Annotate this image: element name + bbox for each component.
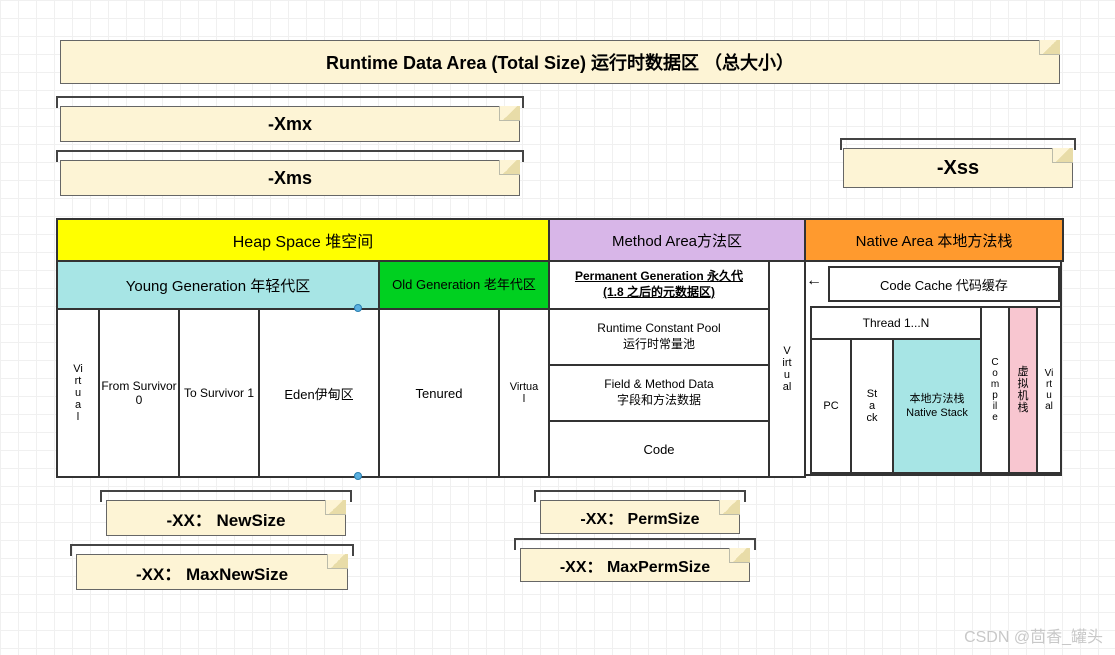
newsize-label: -XX： NewSize [166, 506, 285, 531]
to-survivor-text: To Survivor 1 [184, 386, 254, 400]
dot-icon [354, 304, 362, 312]
watermark: CSDN @茴香_罐头 [964, 623, 1103, 647]
method-header: Method Area方法区 [548, 218, 806, 262]
vm-stack: 虚拟机栈 [1008, 306, 1038, 474]
old-header: Old Generation 老年代区 [378, 260, 550, 310]
xss-note: -Xss [843, 148, 1073, 188]
newsize-note: -XX： NewSize [106, 500, 346, 536]
title-text: Runtime Data Area (Total Size) 运行时数据区 （总… [326, 49, 794, 75]
perm-header: Permanent Generation 永久代 (1.8 之后的元数据区) [548, 260, 770, 310]
code-cache: Code Cache 代码缓存 [828, 266, 1060, 302]
permsize-note: -XX： PermSize [540, 500, 740, 534]
pc-text: PC [823, 400, 838, 412]
eden-text: Eden伊甸区 [284, 384, 353, 403]
native-header-text: Native Area 本地方法栈 [856, 230, 1013, 251]
heap-header: Heap Space 堆空间 [56, 218, 550, 262]
code-text: Code [643, 442, 674, 457]
maxpermsize-label: -XX： MaxPermSize [560, 553, 710, 577]
native-header: Native Area 本地方法栈 [804, 218, 1064, 262]
young-virtual: Virtual [56, 308, 100, 478]
stack-text: Stack [867, 388, 878, 424]
field-method-data: Field & Method Data 字段和方法数据 [548, 364, 770, 422]
method-code: Code [548, 420, 770, 478]
tenured-text: Tenured [416, 386, 463, 401]
method-virtual: Virtual [768, 260, 806, 478]
maxnewsize-label: -XX： MaxNewSize [136, 560, 288, 585]
watermark-text: CSDN @茴香_罐头 [964, 629, 1103, 646]
old-header-text: Old Generation 老年代区 [392, 277, 536, 293]
thread-text: Thread 1...N [863, 316, 930, 330]
tenured: Tenured [378, 308, 500, 478]
permsize-label: -XX： PermSize [580, 505, 699, 529]
maxpermsize-note: -XX： MaxPermSize [520, 548, 750, 582]
old-virtual: Virtual [498, 308, 550, 478]
to-survivor: To Survivor 1 [178, 308, 260, 478]
compile-text: Compile [991, 357, 999, 423]
native-virtual: Virtual [1036, 306, 1062, 474]
young-header-text: Young Generation 年轻代区 [126, 275, 311, 296]
title-note: Runtime Data Area (Total Size) 运行时数据区 （总… [60, 40, 1060, 84]
xmx-note: -Xmx [60, 106, 520, 142]
eden: Eden伊甸区 [258, 308, 380, 478]
perm-header-line2: (1.8 之后的元数据区) [603, 285, 715, 301]
young-header: Young Generation 年轻代区 [56, 260, 380, 310]
from-survivor-text: From Survivor 0 [100, 379, 178, 407]
young-virtual-text: Virtual [73, 363, 83, 423]
pc: PC [810, 338, 852, 474]
method-header-text: Method Area方法区 [612, 230, 742, 251]
method-virtual-text: Virtual [782, 345, 791, 393]
stack: Stack [850, 338, 894, 474]
heap-header-text: Heap Space 堆空间 [233, 228, 374, 252]
native-virtual-text: Virtual [1045, 368, 1054, 412]
fmd-text: Field & Method Data 字段和方法数据 [604, 377, 713, 408]
xms-note: -Xms [60, 160, 520, 196]
compile: Compile [980, 306, 1010, 474]
vm-stack-text: 虚拟机栈 [1018, 366, 1029, 414]
perm-header-line1: Permanent Generation 永久代 [575, 269, 743, 285]
from-survivor: From Survivor 0 [98, 308, 180, 478]
xms-label: -Xms [268, 168, 312, 189]
dot-icon [354, 472, 362, 480]
runtime-data-area: Heap Space 堆空间 Method Area方法区 Native Are… [56, 218, 1062, 476]
native-stack-line2: Native Stack [906, 406, 968, 420]
native-stack-line1: 本地方法栈 [910, 392, 965, 406]
native-stack: 本地方法栈 Native Stack [892, 338, 982, 474]
old-virtual-text: Virtual [510, 381, 539, 405]
arrow-icon: ← [806, 272, 822, 290]
maxnewsize-note: -XX： MaxNewSize [76, 554, 348, 590]
rcp-text: Runtime Constant Pool 运行时常量池 [597, 321, 720, 352]
xmx-label: -Xmx [268, 114, 312, 135]
runtime-constant-pool: Runtime Constant Pool 运行时常量池 [548, 308, 770, 366]
code-cache-text: Code Cache 代码缓存 [880, 275, 1008, 294]
thread-header: Thread 1...N [810, 306, 982, 340]
xss-label: -Xss [937, 157, 979, 180]
